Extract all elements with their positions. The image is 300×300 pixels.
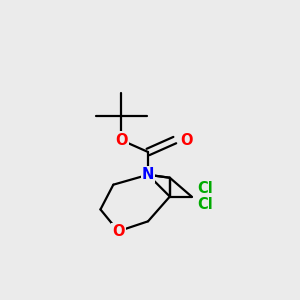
Text: Cl: Cl xyxy=(198,197,213,212)
Text: O: O xyxy=(115,133,128,148)
Text: O: O xyxy=(181,133,193,148)
Text: O: O xyxy=(112,224,124,239)
Text: Cl: Cl xyxy=(198,181,213,196)
Text: N: N xyxy=(142,167,154,182)
